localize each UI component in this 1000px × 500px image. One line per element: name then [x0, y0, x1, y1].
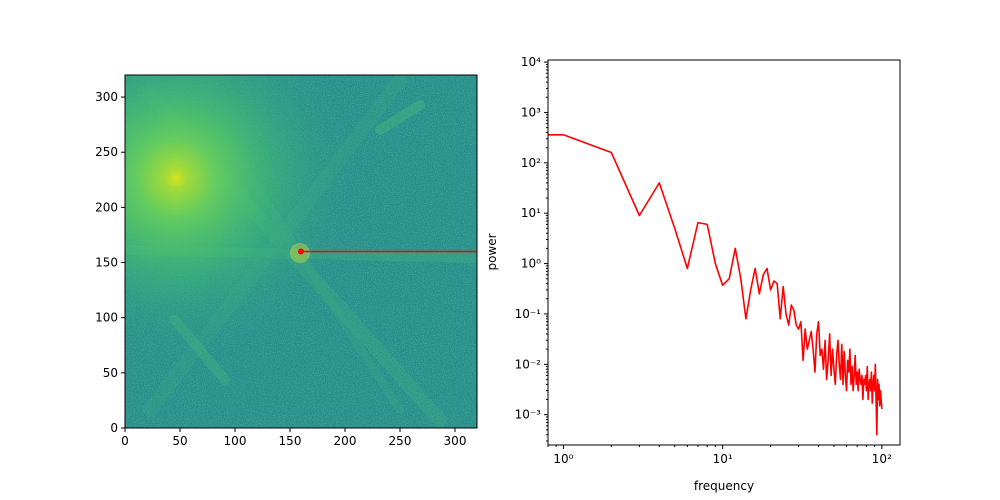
y-tick-label: 50 — [103, 366, 118, 380]
x-tick-label: 200 — [334, 434, 357, 448]
x-tick-label: 10² — [872, 452, 892, 466]
y-tick-label: 10⁻² — [515, 357, 542, 371]
y-tick-label: 200 — [95, 200, 118, 214]
y-tick-label: 250 — [95, 145, 118, 159]
heatmap-frame — [124, 74, 478, 429]
power-spectrum-panel: 10⁰ 10¹ 10² 10⁻³ 10⁻² 10⁻¹ 10⁰ 10¹ 10² 10³ 10⁴ fr… — [485, 55, 901, 493]
y-tick-label: 0 — [110, 421, 118, 435]
plot-background — [548, 60, 900, 445]
x-tick-label: 0 — [121, 434, 129, 448]
x-tick-label: 150 — [279, 434, 302, 448]
heatmap-y-axis: 0 50 100 150 200 250 300 — [95, 90, 125, 435]
x-tick-label: 10⁰ — [553, 452, 573, 466]
plot-frame — [547, 59, 901, 446]
x-axis-label: frequency — [694, 479, 754, 493]
y-tick-label: 10⁴ — [521, 55, 541, 69]
y-tick-label: 300 — [95, 90, 118, 104]
x-tick-label: 50 — [172, 434, 187, 448]
y-tick-label: 10⁻¹ — [515, 307, 542, 321]
power-y-axis: 10⁻³ 10⁻² 10⁻¹ 10⁰ 10¹ 10² 10³ 10⁴ — [515, 55, 548, 442]
power-x-axis: 10⁰ 10¹ 10² — [547, 445, 892, 466]
y-axis-label: power — [485, 233, 499, 270]
power-spectrum-series — [548, 134, 883, 436]
radial-profile-start-marker — [298, 248, 304, 255]
y-tick-label: 150 — [95, 256, 118, 270]
spectrum-heatmap-panel: 0 50 100 150 200 250 300 0 50 100 150 200 250 300 — [95, 74, 478, 448]
y-tick-label: 10² — [521, 156, 541, 170]
y-tick-label: 100 — [95, 311, 118, 325]
x-tick-label: 300 — [444, 434, 467, 448]
x-tick-label: 250 — [389, 434, 412, 448]
x-tick-label: 10¹ — [713, 452, 733, 466]
x-tick-label: 100 — [224, 434, 247, 448]
heatmap-x-axis: 0 50 100 150 200 250 300 — [121, 428, 466, 448]
y-tick-label: 10³ — [521, 105, 541, 119]
y-tick-label: 10⁰ — [521, 257, 541, 271]
y-tick-label: 10⁻³ — [515, 408, 542, 422]
y-tick-label: 10¹ — [521, 206, 541, 220]
